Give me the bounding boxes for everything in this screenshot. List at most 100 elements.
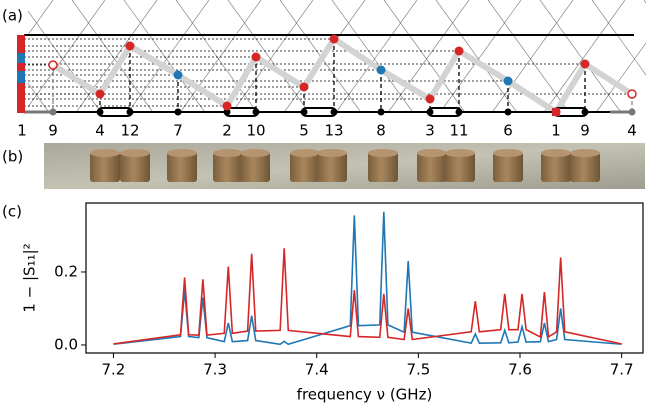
diagonal (383, 0, 470, 119)
site-marker (95, 89, 105, 99)
cylinder-top (417, 149, 447, 157)
site-marker (454, 46, 464, 56)
site-dot (252, 108, 260, 116)
site-dot (330, 108, 338, 116)
diagonal (123, 0, 210, 119)
cylinder-top (493, 149, 523, 157)
site-label: 13 (324, 122, 343, 140)
x-axis-label: frequency ν (GHz) (297, 386, 433, 404)
diagonal (435, 0, 522, 119)
panel-label: (b) (2, 148, 23, 166)
y-tick-label: 0.0 (54, 335, 78, 353)
site-label: 3 (425, 122, 435, 140)
site-marker (48, 60, 58, 70)
site-label: 8 (376, 122, 386, 140)
site-dot (426, 108, 434, 116)
site-label: 10 (246, 122, 265, 140)
cylinder-top (368, 149, 398, 157)
site-marker (125, 41, 135, 51)
site-marker (222, 101, 232, 111)
cylinder-top (167, 149, 197, 157)
spectrum-line (113, 248, 622, 345)
site-marker (299, 82, 309, 92)
color-bar (17, 83, 25, 113)
cylinder (240, 152, 270, 182)
color-bar (17, 35, 25, 53)
x-tick-label: 7.3 (203, 361, 227, 379)
cylinder-top (445, 149, 475, 157)
diagonal (227, 0, 314, 119)
cylinder-top (541, 149, 571, 157)
site-marker (552, 108, 560, 116)
site-marker (329, 34, 339, 44)
x-tick-label: 7.5 (406, 361, 430, 379)
diagonal (591, 42, 646, 119)
site-label: 5 (299, 122, 309, 140)
photo (44, 143, 645, 189)
cylinder (317, 152, 347, 182)
cylinder-top (90, 149, 120, 157)
site-marker (627, 89, 637, 99)
site-dot (455, 108, 463, 116)
site-label: 1 (17, 122, 27, 140)
cylinder-top (290, 149, 320, 157)
path-trace (51, 34, 634, 117)
site-label: 7 (173, 122, 183, 140)
site-marker (251, 52, 261, 62)
x-tick-label: 7.4 (305, 361, 329, 379)
cylinder (445, 152, 475, 182)
site-label: 4 (627, 122, 637, 140)
site-marker (376, 65, 386, 75)
site-marker (173, 70, 183, 80)
site-label: 4 (95, 122, 105, 140)
diagonal (71, 0, 158, 119)
cylinder (417, 152, 447, 182)
site-label: 11 (449, 122, 468, 140)
cylinder (90, 152, 120, 182)
y-axis-label: 1 − |S₁₁|² (21, 243, 39, 312)
chart: 7.2 7.3 7.4 7.5 7.6 7.7 0.0 0.2 frequency ν (GHz… (21, 202, 644, 404)
site-label: 9 (48, 122, 58, 140)
cylinder (290, 152, 320, 182)
site-dot (223, 108, 231, 116)
cover (28, 113, 646, 119)
color-bar (17, 63, 25, 71)
diagonal (175, 0, 262, 119)
spectrum-line (113, 211, 622, 346)
site-dot (300, 108, 308, 116)
site-label: 1 (551, 122, 561, 140)
cylinder (493, 152, 523, 182)
y-tick-label: 0.2 (54, 262, 78, 280)
site-label: 12 (120, 122, 139, 140)
cylinder (167, 152, 197, 182)
site-label: 6 (503, 122, 513, 140)
x-tick-label: 7.6 (508, 361, 532, 379)
cylinder-top (570, 149, 600, 157)
cylinder-top (213, 149, 243, 157)
site-marker (503, 76, 513, 86)
cylinder (368, 152, 398, 182)
site-dot (628, 108, 636, 116)
color-bar (17, 71, 25, 83)
site-dot (49, 108, 57, 116)
cylinder-top (240, 149, 270, 157)
diagonal (331, 0, 418, 119)
diagonal (591, 0, 646, 76)
site-dot (96, 108, 104, 116)
site-dot (504, 108, 512, 116)
cylinder (541, 152, 571, 182)
cylinder (120, 152, 150, 182)
panel-label: (c) (2, 203, 22, 221)
color-bar (17, 53, 25, 63)
site-label: 9 (580, 122, 590, 140)
x-tick-label: 7.2 (102, 361, 126, 379)
x-tick-label: 7.7 (610, 361, 634, 379)
site-dot (126, 108, 134, 116)
diagonal (19, 0, 106, 119)
cylinder-top (120, 149, 150, 157)
plot-frame (85, 202, 644, 354)
diagonal (487, 0, 574, 119)
site-dot (581, 108, 589, 116)
